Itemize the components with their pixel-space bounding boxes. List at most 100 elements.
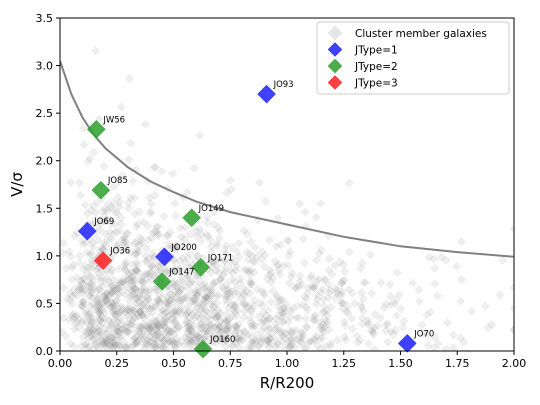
cluster-member-point — [300, 207, 310, 217]
cluster-member-point — [148, 249, 157, 258]
cluster-member-point — [223, 316, 233, 326]
cluster-member-point — [245, 269, 255, 279]
cluster-member-point — [386, 326, 396, 336]
cluster-member-point — [213, 306, 223, 316]
cluster-member-point — [106, 289, 116, 299]
cluster-member-point — [146, 337, 155, 347]
cluster-member-point — [153, 266, 162, 275]
cluster-member-point — [261, 311, 271, 320]
cluster-member-point — [99, 291, 109, 301]
cluster-member-point — [118, 336, 127, 345]
cluster-member-point — [195, 333, 204, 343]
cluster-member-point — [236, 294, 246, 304]
cluster-member-point — [249, 268, 259, 277]
cluster-member-point — [247, 251, 257, 261]
cluster-member-point — [297, 338, 306, 347]
cluster-member-point — [282, 235, 292, 245]
cluster-member-point — [129, 272, 138, 281]
cluster-member-point — [169, 266, 179, 275]
cluster-member-point — [318, 320, 328, 330]
cluster-member-point — [336, 298, 346, 308]
cluster-member-point — [357, 288, 366, 297]
cluster-member-point — [186, 326, 196, 335]
cluster-member-point — [114, 290, 124, 300]
cluster-member-point — [300, 258, 309, 268]
cluster-member-point — [359, 278, 369, 287]
cluster-member-point — [125, 319, 135, 329]
cluster-member-point — [190, 334, 200, 344]
cluster-member-point — [153, 230, 163, 240]
x-tick-label: 1.50 — [388, 357, 413, 370]
cluster-member-point — [429, 254, 439, 264]
cluster-member-point — [181, 273, 191, 283]
cluster-member-point — [146, 262, 156, 272]
cluster-member-point — [169, 340, 178, 350]
cluster-member-point — [278, 331, 287, 341]
cluster-member-point — [137, 311, 147, 320]
cluster-member-point — [394, 290, 404, 300]
cluster-member-point — [226, 265, 236, 275]
cluster-member-point — [123, 305, 132, 315]
cluster-member-point — [100, 308, 110, 317]
cluster-member-point — [95, 313, 104, 323]
cluster-member-point — [195, 278, 205, 288]
cluster-member-point — [87, 279, 97, 289]
cluster-member-point — [216, 322, 226, 331]
cluster-member-point — [175, 298, 184, 308]
cluster-member-point — [278, 327, 288, 337]
cluster-member-point — [159, 316, 169, 325]
cluster-member-point — [185, 279, 194, 289]
cluster-member-point — [91, 339, 100, 349]
cluster-member-point — [388, 330, 398, 339]
cluster-member-point — [182, 334, 192, 344]
cluster-member-point — [239, 326, 249, 336]
cluster-member-point — [76, 341, 86, 351]
cluster-member-point — [97, 328, 107, 338]
point-label-jo85: JO85 — [107, 176, 128, 186]
cluster-member-point — [118, 274, 128, 284]
point-label-jo147: JO147 — [168, 268, 194, 278]
cluster-member-point — [190, 296, 199, 306]
cluster-member-point — [187, 337, 196, 346]
cluster-member-point — [227, 287, 237, 296]
cluster-member-point — [322, 306, 332, 316]
cluster-member-point — [100, 241, 110, 250]
cluster-member-point — [161, 308, 171, 318]
cluster-member-point — [137, 285, 147, 294]
cluster-member-point — [368, 326, 378, 335]
cluster-member-point — [259, 291, 269, 301]
legend-jtype-2-marker — [327, 58, 343, 74]
cluster-member-point — [146, 207, 156, 216]
cluster-member-point — [222, 316, 232, 326]
cluster-member-point — [247, 344, 256, 351]
cluster-member-point — [286, 328, 296, 338]
cluster-member-point — [102, 343, 111, 351]
cluster-member-point — [135, 289, 144, 299]
cluster-member-point — [191, 287, 200, 297]
cluster-member-point — [276, 295, 286, 305]
cluster-member-point — [112, 308, 122, 318]
cluster-member-point — [95, 220, 105, 229]
cluster-member-point — [162, 338, 172, 348]
cluster-member-point — [187, 296, 196, 306]
cluster-member-point — [487, 320, 497, 329]
cluster-member-point — [87, 284, 96, 294]
cluster-member-point — [257, 334, 267, 344]
cluster-member-point — [183, 326, 192, 336]
cluster-member-point — [129, 313, 139, 322]
cluster-member-point — [302, 322, 311, 331]
cluster-member-point — [309, 283, 319, 293]
cluster-member-point — [183, 253, 192, 263]
cluster-member-point — [113, 192, 123, 202]
cluster-member-point — [250, 335, 260, 345]
cluster-member-point — [182, 187, 192, 197]
cluster-member-point — [152, 330, 162, 339]
cluster-member-point — [219, 285, 229, 294]
cluster-member-point — [106, 268, 116, 277]
cluster-member-point — [414, 285, 424, 295]
cluster-member-point — [130, 307, 140, 316]
cluster-member-point — [300, 292, 309, 302]
cluster-member-point — [236, 278, 246, 288]
cluster-member-point — [258, 308, 268, 318]
cluster-member-point — [101, 296, 111, 306]
